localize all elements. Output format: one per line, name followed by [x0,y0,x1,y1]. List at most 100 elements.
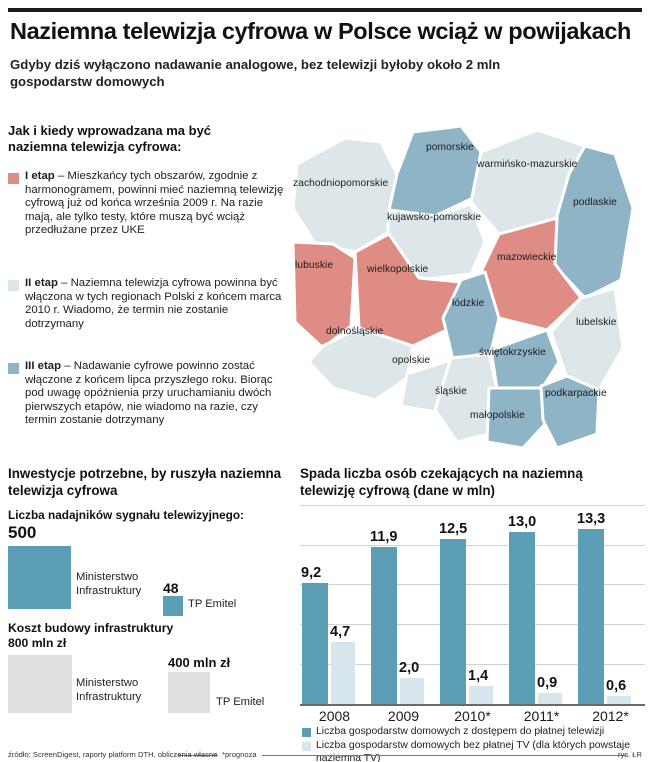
cost-value-ministry: 800 mln zł [8,636,67,650]
map-label-dolnośląskie: dolnośląskie [326,326,384,337]
page-title: Naziemna telewizja cyfrowa w Polsce wcią… [10,18,631,44]
bar-2009-series1 [371,547,397,705]
bar-value-label: 4,7 [330,624,351,641]
stage1-swatch-icon [8,173,19,184]
grid-line [300,584,645,586]
bar-2012-series1 [578,528,604,705]
bar-chart: 9,2 4,7 11,9 2,0 12,5 1,4 13,0 0,9 13,3 0,6 [300,505,645,706]
page-subtitle: Gdyby dziś wyłączono nadawanie analogowe… [10,57,501,89]
grid-line [300,624,645,626]
legend-swatch-paid-tv-icon [302,728,311,737]
region-podkarpackie [539,374,601,450]
footer-source: źródło: ScreenDigest, raporty platform D… [8,750,218,759]
transmitters-bar-emitel [163,596,183,616]
transmitters-label-emitel: TP Emitel [188,598,237,610]
x-axis-tick-2010: 2010* [454,708,491,724]
bar-value-label: 11,9 [370,529,398,546]
legend-item-stage-3: III etap – Nadawanie cyfrowe powinno zos… [8,360,286,428]
legend-item-desc: – Naziemna telewizja cyfrowa powinna być… [25,277,282,330]
map-svg [291,124,635,450]
x-axis-line [300,704,645,706]
bar-2012-series2 [607,696,631,705]
legend-item-text: I etap – Mieszkańcy tych obszarów, zgodn… [25,170,286,238]
map-label-lubelskie: lubelskie [576,317,617,328]
bar-2011-series1 [509,532,535,705]
transmitters-value-emitel: 48 [163,580,179,596]
cost-bar-emitel [168,672,210,713]
bar-2011-series2 [538,692,562,705]
region-pomorskie [387,124,483,218]
map-label-pomorskie: pomorskie [426,142,474,153]
transmitters-value-ministry: 500 [8,523,37,542]
cost-label-ministry: Ministerstwo Infrastruktury [76,677,142,703]
cost-label-emitel: TP Emitel [216,696,265,708]
map-label-wielkopolskie: wielkopolskie [367,264,429,275]
stage2-swatch-icon [8,280,19,291]
cost-value-emitel: 400 mln zł [168,655,231,670]
chart-legend-label: Liczba gospodarstw domowych bez płatnej … [316,740,630,762]
bar-2009-series2 [400,677,424,705]
legend-item-text: II etap – Naziemna telewizja cyfrowa pow… [25,277,286,331]
map-label-kujawsko-pomorskie: kujawsko-pomorskie [387,212,482,223]
map-label-łódzkie: łódzkie [452,298,485,309]
map-label-śląskie: śląskie [435,386,467,397]
bar-value-label: 13,3 [577,510,606,527]
map-label-zachodniopomorskie: zachodniopomorskie [293,178,389,189]
map-label-małopolskie: małopolskie [470,410,525,421]
legend-title: Jak i kiedy wprowadzana ma być naziemna … [8,123,212,154]
transmitters-subtitle: Liczba nadajników sygnału telewizyjnego: [8,508,244,522]
chart-title: Spada liczba osób czekających na naziemn… [300,466,583,498]
cost-subtitle-text: Koszt budowy infrastruktury [8,621,174,635]
poland-voivodeship-map: pomorskie warmińsko-mazurskie zachodniopom… [285,112,650,457]
chart-legend-label: Liczba gospodarstw domowych z dostępem d… [316,726,605,737]
bar-value-label: 0,9 [537,674,558,691]
x-axis-tick-2011: 2011* [523,708,560,724]
bar-2010-series2 [469,685,493,705]
legend-item-label: III etap [25,360,62,372]
legend-item-desc: – Nadawanie cyfrowe powinno zostać włącz… [25,360,273,427]
legend-item-stage-1: I etap – Mieszkańcy tych obszarów, zgodn… [8,170,286,238]
x-axis-tick-2009: 2009 [387,708,420,724]
chart-legend-item-paid-tv: Liczba gospodarstw domowych z dostępem d… [302,726,642,739]
bar-value-label: 2,0 [399,659,420,676]
investments-title: Inwestycje potrzebne, by ruszyła naziemn… [8,466,282,498]
bar-value-label: 13,0 [508,514,537,531]
map-label-lubuskie: lubuskie [295,260,334,271]
region-dolnoslaskie [307,326,415,402]
chart-legend-item-no-paid-tv: Liczba gospodarstw domowych bez płatnej … [302,740,642,762]
cost-bar-ministry [8,655,72,713]
map-label-podlaskie: podlaskie [573,197,617,208]
footer-note: *prognoza [222,750,257,759]
grid-line [300,505,645,506]
legend-item-text: III etap – Nadawanie cyfrowe powinno zos… [25,360,286,428]
region-zachodniopomorskie [291,136,399,254]
legend-item-desc: – Mieszkańcy tych obszarów, zgodnie z ha… [25,170,284,237]
transmitters-bar-ministry [8,546,71,609]
bar-2010-series1 [440,539,466,705]
cost-subtitle: Koszt budowy infrastruktury 800 mln zł [8,621,173,651]
grid-line [300,663,645,665]
map-label-mazowieckie: mazowieckie [497,252,557,263]
region-malopolskie [485,386,549,450]
map-label-świętokrzyskie: świętokrzyskie [479,347,547,358]
bar-2008-series1 [302,582,328,705]
region-lubuskie [291,240,357,350]
bar-value-label: 1,4 [468,667,489,684]
x-axis-tick-2008: 2008 [318,708,351,724]
grid-line [300,544,645,546]
legend-item-label: I etap [25,170,55,182]
legend-swatch-no-paid-tv-icon [302,742,311,751]
map-label-opolskie: opolskie [392,355,431,366]
footer-rule-right [262,755,626,756]
map-label-podkarpackie: podkarpackie [545,388,607,399]
region-swietokrzyskie [489,328,561,392]
bar-value-label: 9,2 [301,564,322,581]
bar-2008-series2 [331,642,355,705]
legend-item-stage-2: II etap – Naziemna telewizja cyfrowa pow… [8,277,286,331]
stage3-swatch-icon [8,363,19,374]
footer-rule-left [178,755,218,756]
x-axis-tick-2012: 2012* [592,708,629,724]
top-rule [8,8,642,12]
legend-item-label: II etap [25,277,58,289]
